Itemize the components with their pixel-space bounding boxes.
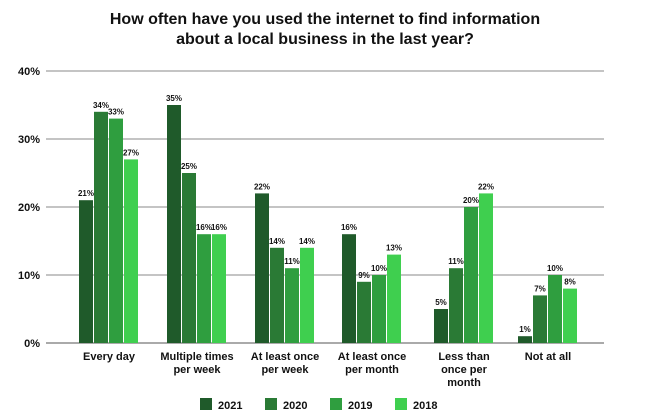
bar-2019 — [285, 268, 299, 343]
x-tick-label: month — [447, 377, 481, 389]
x-tick-label: At least once — [251, 351, 319, 363]
bar-2020 — [533, 295, 547, 343]
data-labels: 21%34%33%27%35%25%16%16%22%14%11%14%16%9… — [78, 94, 576, 334]
bar-value-label: 16% — [196, 223, 212, 232]
bar-2020 — [94, 111, 108, 343]
bar-2018 — [300, 247, 314, 343]
x-tick-label: Not at all — [525, 351, 571, 363]
bar-2021 — [434, 309, 448, 343]
x-tick-label: Less than — [438, 351, 490, 363]
bar-value-label: 22% — [478, 182, 494, 191]
bar-value-label: 1% — [519, 325, 531, 334]
bar-value-label: 33% — [108, 108, 124, 117]
bar-2021 — [518, 336, 532, 343]
bar-2021 — [255, 193, 269, 343]
bar-value-label: 10% — [371, 264, 387, 273]
bars — [79, 105, 577, 343]
y-tick-label: 30% — [18, 134, 40, 146]
bar-value-label: 34% — [93, 101, 109, 110]
legend-label-2018: 2018 — [413, 400, 437, 412]
bar-2019 — [197, 234, 211, 343]
bar-value-label: 14% — [299, 237, 315, 246]
y-tick-label: 10% — [18, 270, 40, 282]
chart-title-line-2: about a local business in the last year? — [176, 31, 474, 48]
bar-value-label: 5% — [435, 298, 447, 307]
bar-2020 — [270, 247, 284, 343]
bar-value-label: 7% — [534, 284, 546, 293]
legend-label-2019: 2019 — [348, 400, 372, 412]
bar-value-label: 25% — [181, 162, 197, 171]
x-tick-label: per month — [345, 364, 399, 376]
bar-2019 — [548, 275, 562, 343]
bar-2018 — [479, 193, 493, 343]
bar-2021 — [342, 234, 356, 343]
bar-2018 — [124, 159, 138, 343]
bar-value-label: 21% — [78, 189, 94, 198]
bar-value-label: 11% — [448, 257, 464, 266]
bar-2021 — [79, 200, 93, 343]
bar-value-label: 14% — [269, 237, 285, 246]
legend-label-2021: 2021 — [218, 400, 242, 412]
bar-2020 — [449, 268, 463, 343]
legend-label-2020: 2020 — [283, 400, 307, 412]
bar-value-label: 11% — [284, 257, 300, 266]
x-tick-label: once per — [441, 364, 488, 376]
legend: 2021 2020 2019 2018 — [200, 398, 437, 412]
x-tick-label: per week — [173, 364, 221, 376]
bar-value-label: 8% — [564, 278, 576, 287]
legend-swatch-2020 — [265, 398, 277, 410]
bar-value-label: 9% — [358, 271, 370, 280]
chart-title-line-1: How often have you used the internet to … — [109, 11, 541, 28]
x-tick-label: Every day — [83, 351, 136, 363]
legend-swatch-2018 — [395, 398, 407, 410]
bar-value-label: 16% — [341, 223, 357, 232]
bar-2021 — [167, 105, 181, 343]
bar-value-label: 10% — [547, 264, 563, 273]
x-tick-label: At least once — [338, 351, 406, 363]
legend-swatch-2019 — [330, 398, 342, 410]
y-tick-label: 20% — [18, 202, 40, 214]
bar-value-label: 27% — [123, 148, 139, 157]
y-axis-ticks: 0% 10% 20% 30% 40% — [18, 66, 40, 350]
x-tick-label: per week — [261, 364, 309, 376]
gridlines — [46, 70, 604, 344]
bar-2018 — [212, 234, 226, 343]
bar-value-label: 22% — [254, 182, 270, 191]
y-tick-label: 40% — [18, 66, 40, 78]
bar-value-label: 16% — [211, 223, 227, 232]
bar-2020 — [357, 281, 371, 343]
bar-2019 — [109, 118, 123, 343]
bar-2018 — [563, 288, 577, 343]
bar-2020 — [182, 173, 196, 343]
bar-2019 — [464, 207, 478, 343]
bar-2019 — [372, 275, 386, 343]
bar-2018 — [387, 254, 401, 343]
x-tick-label: Multiple times — [160, 351, 233, 363]
bar-value-label: 20% — [463, 196, 479, 205]
legend-swatch-2021 — [200, 398, 212, 410]
bar-value-label: 35% — [166, 94, 182, 103]
bar-value-label: 13% — [386, 244, 402, 253]
y-tick-label: 0% — [24, 338, 40, 350]
